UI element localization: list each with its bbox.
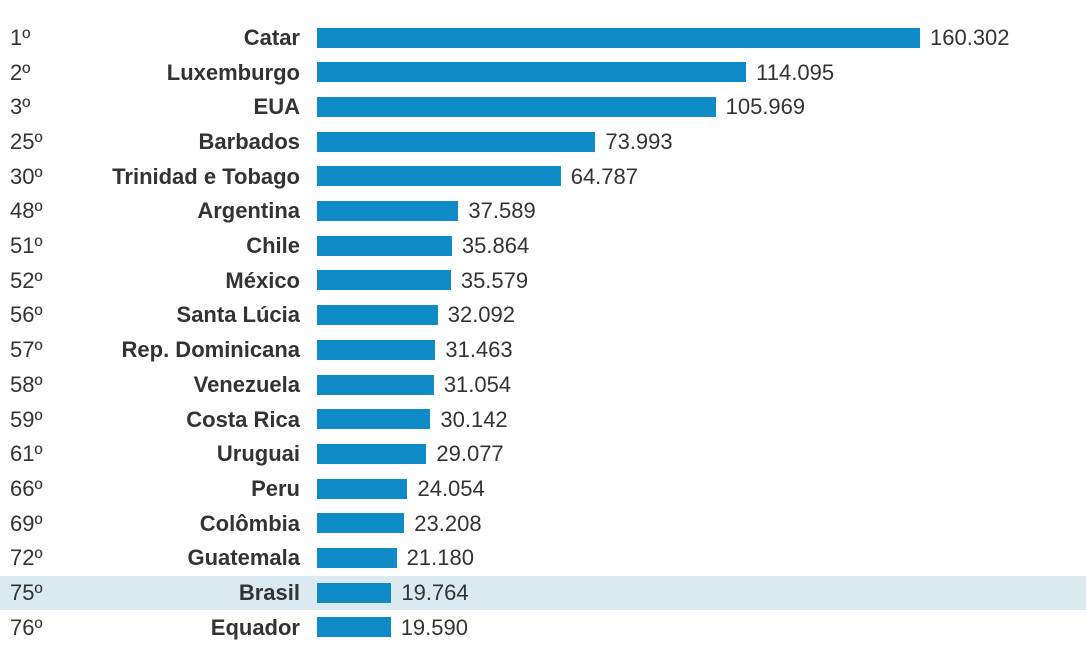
rank-label: 59º	[10, 406, 43, 432]
category-label: Chile	[246, 233, 300, 259]
bar	[317, 270, 451, 291]
rank-label: 1º	[10, 24, 31, 50]
chart-row: 58º Venezuela 31.054	[0, 368, 1086, 403]
bar	[317, 166, 561, 187]
chart-row: 30º Trinidad e Tobago 64.787	[0, 159, 1086, 194]
rank-label: 52º	[10, 267, 43, 293]
category-label: Peru	[251, 475, 300, 501]
rank-label: 58º	[10, 371, 43, 397]
rank-label: 61º	[10, 441, 43, 467]
category-label: Brasil	[238, 580, 300, 606]
rank-label: 3º	[10, 94, 31, 120]
bar	[317, 96, 716, 117]
bar	[317, 305, 438, 326]
bar	[317, 443, 427, 464]
bar	[317, 62, 747, 83]
category-label: Luxemburgo	[166, 59, 300, 85]
value-label: 30.142	[440, 406, 508, 432]
value-label: 29.077	[436, 441, 504, 467]
category-label: EUA	[253, 94, 300, 120]
category-label: Catar	[243, 24, 300, 50]
value-label: 19.764	[401, 580, 469, 606]
bar	[317, 513, 405, 534]
rank-label: 57º	[10, 337, 43, 363]
chart-row: 72º Guatemala 21.180	[0, 541, 1086, 576]
category-label: Costa Rica	[186, 406, 300, 432]
chart-row: 25º Barbados 73.993	[0, 125, 1086, 160]
value-label: 160.302	[930, 24, 1010, 50]
value-label: 35.864	[461, 233, 530, 259]
chart-row: 56º Santa Lúcia 32.092	[0, 298, 1086, 333]
category-label: Guatemala	[187, 545, 301, 571]
rank-label: 2º	[10, 59, 31, 85]
category-label: México	[225, 267, 300, 293]
chart-row: 3º EUA 105.969	[0, 90, 1086, 125]
rank-label: 75º	[10, 580, 43, 606]
rank-label: 25º	[10, 128, 43, 154]
bar	[317, 201, 459, 221]
bar	[317, 617, 391, 638]
rank-label: 30º	[10, 163, 43, 189]
bar	[317, 339, 436, 360]
category-label: Equador	[210, 614, 300, 640]
value-label: 31.463	[445, 337, 513, 363]
bar	[317, 374, 434, 395]
chart-row: 66º Peru 24.054	[0, 472, 1086, 507]
chart-row: 61º Uruguai 29.077	[0, 437, 1086, 472]
value-label: 23.208	[414, 510, 482, 536]
chart-row: 52º México 35.579	[0, 263, 1086, 298]
bar	[317, 235, 452, 256]
value-label: 114.095	[756, 59, 835, 85]
chart-row: 69º Colômbia 23.208	[0, 506, 1086, 541]
bar	[317, 478, 408, 499]
category-label: Santa Lúcia	[176, 302, 300, 328]
chart-row: 2º Luxemburgo 114.095	[0, 55, 1086, 90]
bar	[317, 27, 920, 48]
value-label: 37.589	[468, 198, 536, 224]
chart-row: 76º Equador 19.590	[0, 610, 1086, 645]
rank-label: 51º	[10, 233, 43, 259]
chart-row: 57º Rep. Dominicana 31.463	[0, 333, 1086, 368]
chart-row: 75º Brasil 19.764	[0, 575, 1086, 611]
category-label: Uruguai	[216, 441, 300, 467]
value-label: 32.092	[447, 302, 516, 328]
bar	[317, 582, 392, 603]
rank-label: 69º	[10, 510, 43, 536]
value-label: 31.054	[443, 371, 512, 397]
rank-label: 56º	[10, 302, 43, 328]
chart-row: 1º Catar 160.302	[0, 21, 1086, 56]
bar	[317, 131, 596, 152]
value-label: 21.180	[406, 545, 474, 571]
category-label: Trinidad e Tobago	[112, 163, 300, 189]
value-label: 64.787	[570, 163, 638, 189]
chart-row: 59º Costa Rica 30.142	[0, 402, 1086, 437]
chart-row: 48º Argentina 37.589	[0, 194, 1086, 229]
value-label: 19.590	[400, 614, 468, 640]
chart-row: 51º Chile 35.864	[0, 229, 1086, 264]
rank-label: 66º	[10, 475, 43, 501]
value-label: 105.969	[725, 94, 806, 120]
rank-label: 72º	[10, 545, 43, 571]
bar	[317, 409, 431, 430]
rank-label: 48º	[10, 198, 43, 224]
rank-label: 76º	[10, 614, 43, 640]
category-label: Colômbia	[199, 510, 300, 536]
value-label: 24.054	[417, 475, 485, 501]
category-label: Argentina	[197, 198, 300, 224]
category-label: Barbados	[198, 128, 300, 154]
value-label: 35.579	[460, 267, 529, 293]
category-label: Venezuela	[193, 371, 300, 397]
value-label: 73.993	[605, 128, 673, 154]
category-label: Rep. Dominicana	[121, 337, 300, 363]
bar	[317, 548, 397, 568]
